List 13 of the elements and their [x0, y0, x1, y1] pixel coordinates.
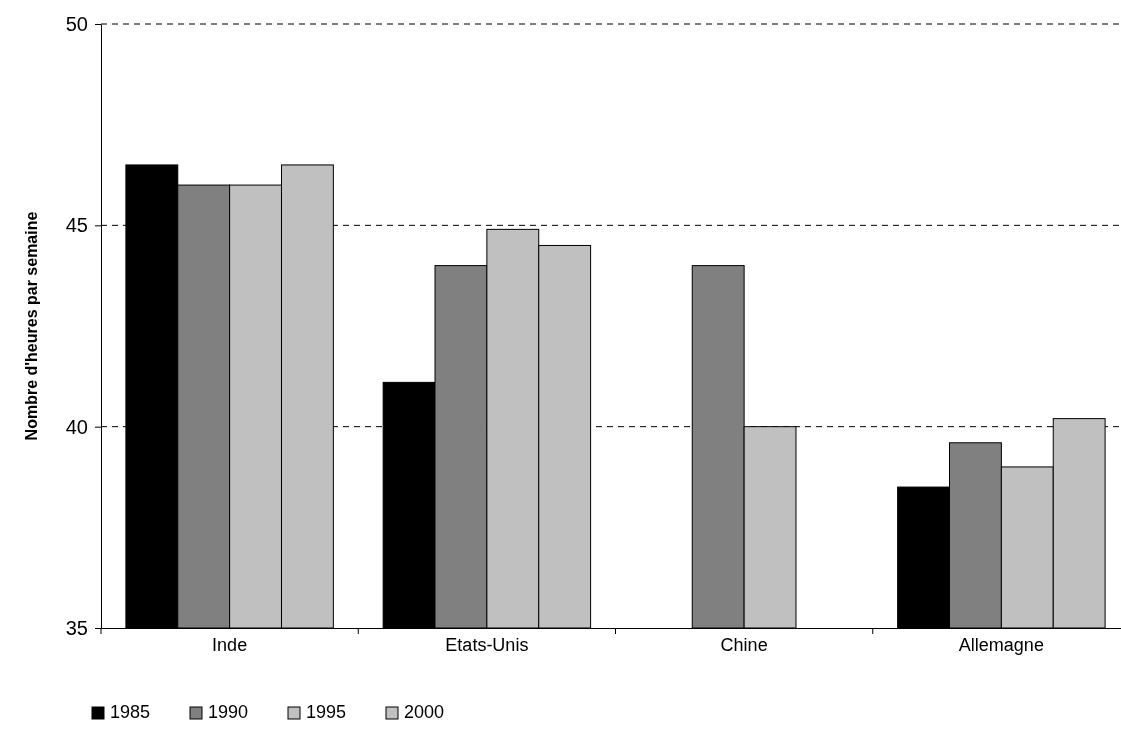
x-tick-label: Etats-Unis [445, 635, 529, 655]
legend-label: 2000 [404, 702, 445, 722]
x-tick-label: Chine [720, 635, 768, 655]
legend-label: 1985 [110, 702, 151, 722]
y-tick-label: 45 [65, 214, 88, 237]
x-tick-label: Inde [212, 635, 248, 655]
y-axis-title: Nombre d'heures par semaine [23, 211, 40, 441]
legend-label: 1990 [208, 702, 249, 722]
y-tick-label: 35 [65, 616, 88, 639]
y-tick-label: 40 [65, 415, 88, 438]
legend-label: 1995 [306, 702, 347, 722]
y-tick-label: 50 [65, 12, 88, 35]
x-tick-label: Allemagne [958, 635, 1044, 655]
